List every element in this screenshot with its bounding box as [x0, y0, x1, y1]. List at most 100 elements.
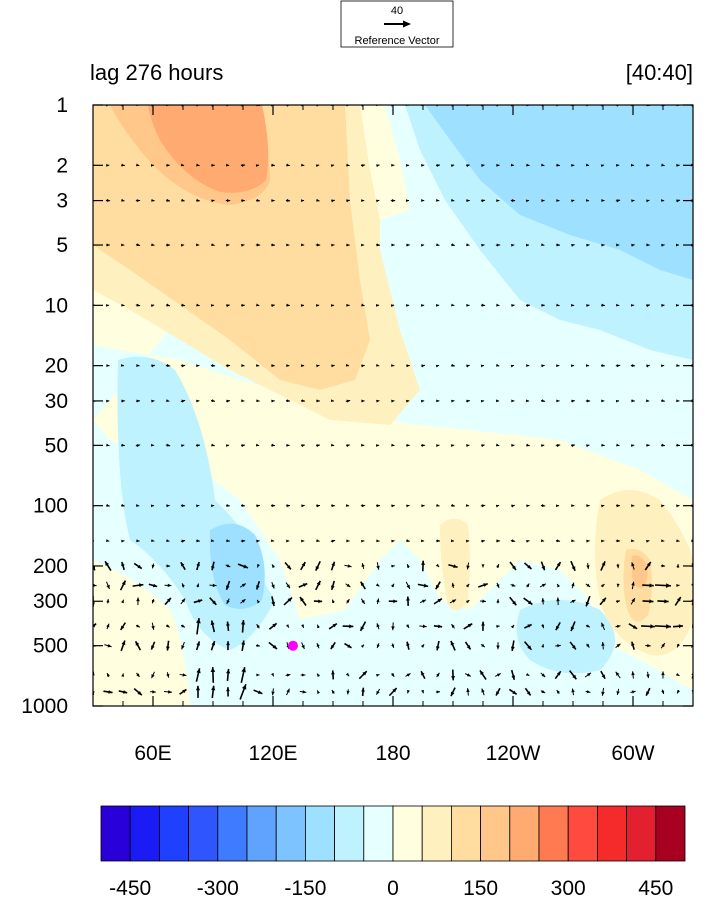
wind-vector-head	[465, 503, 470, 507]
wind-vector-head	[676, 584, 680, 587]
wind-vector-head	[526, 691, 531, 696]
colorbar-swatch	[246, 805, 277, 862]
wind-vector-head	[646, 674, 650, 679]
wind-vector-head	[631, 671, 635, 676]
wind-vector-head	[631, 641, 635, 646]
wind-vector-head	[649, 599, 654, 604]
y-tick-label: 1	[56, 94, 68, 117]
wind-vector-head	[646, 199, 650, 203]
wind-vector-head	[347, 644, 352, 648]
wind-vector-head	[406, 624, 410, 628]
wind-vector-head	[660, 198, 665, 202]
wind-vector-head	[272, 644, 278, 649]
wind-vector-head	[481, 539, 485, 543]
x-tick-label: 60W	[611, 742, 654, 765]
wind-vector-head	[106, 399, 110, 403]
wind-vector-head	[676, 199, 681, 203]
wind-vector-head	[241, 620, 246, 625]
wind-vector-head	[571, 399, 575, 403]
colorbar-swatch	[129, 805, 160, 862]
wind-vector-head	[466, 303, 470, 307]
wind-vector-head	[150, 539, 155, 542]
wind-vector-head	[271, 163, 275, 167]
wind-vector-head	[678, 624, 683, 629]
wind-vector-head	[330, 399, 335, 403]
wind-vector-head	[391, 199, 396, 203]
wind-vector-head	[526, 303, 530, 308]
wind-vector-head	[256, 539, 260, 543]
colorbar-swatch	[597, 805, 628, 862]
wind-vector-head	[241, 303, 245, 307]
wind-vector-head	[450, 539, 455, 543]
wind-vector-head	[391, 443, 395, 447]
wind-vector-head	[211, 399, 215, 403]
wind-vector-head	[525, 243, 530, 247]
wind-vector-head	[495, 363, 500, 367]
wind-vector-head	[450, 691, 455, 697]
colorbar-swatch	[538, 805, 569, 862]
wind-vector-head	[511, 539, 516, 543]
wind-vector-head	[586, 624, 590, 628]
colorbar-swatch	[275, 805, 306, 862]
wind-vector-head	[571, 582, 575, 587]
wind-vector-head	[330, 443, 335, 447]
wind-vector-head	[436, 198, 440, 202]
wind-vector-head	[196, 303, 200, 307]
wind-vector-head	[257, 599, 261, 604]
y-tick-label: 5	[56, 234, 68, 257]
wind-vector-head	[151, 243, 155, 247]
wind-vector-head	[151, 399, 155, 403]
wind-vector-head	[105, 539, 110, 542]
wind-vector-head	[241, 539, 246, 543]
colorbar-swatch	[363, 805, 394, 862]
wind-vector-head	[315, 164, 320, 168]
wind-vector-head	[556, 690, 560, 694]
wind-vector-head	[151, 625, 155, 630]
colorbar-swatch	[304, 805, 335, 862]
wind-vector-head	[616, 303, 620, 307]
wind-vector-head	[196, 504, 200, 508]
contour-warm-column	[440, 518, 470, 611]
wind-vector-head	[391, 243, 395, 247]
wind-vector-head	[361, 399, 365, 403]
wind-vector-head	[136, 444, 141, 448]
wind-vector-head	[181, 399, 186, 403]
wind-vector-head	[300, 243, 305, 247]
wind-vector-head	[406, 443, 410, 447]
wind-vector-head	[481, 243, 485, 247]
wind-vector-head	[211, 243, 215, 247]
wind-vector-head	[376, 598, 380, 603]
wind-vector-head	[121, 503, 125, 507]
wind-vector-head	[510, 364, 514, 368]
contour-blue-center	[209, 523, 265, 609]
wind-vector-head	[181, 624, 185, 628]
wind-vector-head	[557, 644, 561, 648]
wind-vector-head	[632, 625, 638, 629]
wind-vector-head	[496, 199, 500, 203]
wind-vector-head	[106, 599, 110, 603]
wind-vector-head	[649, 583, 654, 588]
wind-vector-head	[665, 583, 671, 588]
wind-vector-head	[661, 304, 665, 307]
wind-vector-head	[287, 597, 293, 602]
wind-vector-head	[285, 624, 289, 628]
wind-vector-head	[677, 643, 680, 648]
wind-vector-head	[375, 444, 380, 447]
wind-vector-head	[345, 363, 349, 367]
colorbar-swatch	[509, 805, 540, 862]
wind-vector-head	[376, 243, 381, 247]
wind-vector-head	[211, 199, 215, 203]
wind-vector-head	[151, 564, 155, 569]
wind-vector-head	[166, 163, 170, 167]
wind-vector-head	[93, 623, 97, 628]
wind-vector-head	[150, 304, 155, 308]
wind-vector-head	[541, 673, 546, 678]
wind-vector-head	[601, 399, 605, 403]
wind-vector-head	[180, 562, 185, 567]
wind-vector-head	[571, 364, 575, 368]
wind-vector-head	[361, 443, 365, 447]
wind-vector-head	[121, 539, 125, 543]
wind-vector-head	[376, 565, 380, 570]
wind-vector-head	[406, 364, 410, 368]
wind-vector-head	[360, 626, 365, 631]
